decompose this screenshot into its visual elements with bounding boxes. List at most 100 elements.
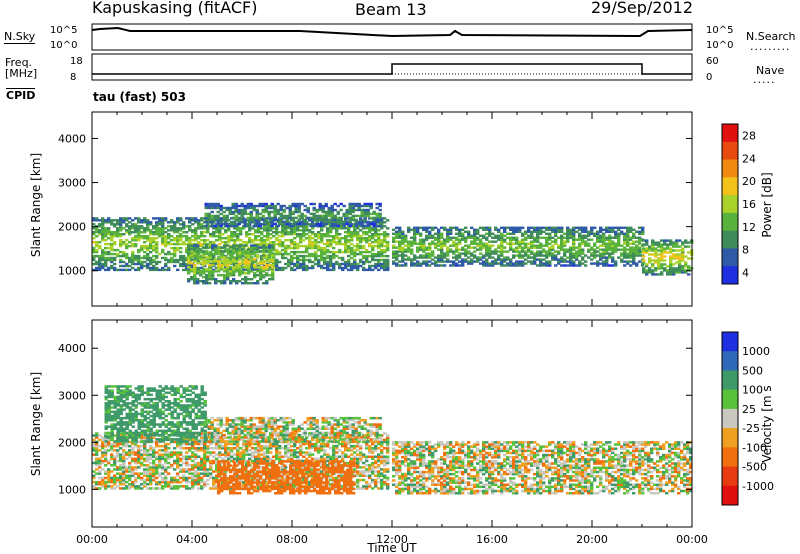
power-cell [497, 258, 501, 261]
power-cell [241, 252, 245, 255]
power-cell [548, 242, 552, 245]
velocity-cell [197, 474, 201, 477]
power-cell [536, 230, 540, 233]
power-cell [245, 242, 249, 246]
velocity-cell [185, 485, 189, 488]
velocity-cell [266, 451, 270, 454]
velocity-cell [212, 459, 216, 463]
power-cell [140, 264, 144, 268]
power-cell [187, 246, 191, 249]
power-cell [542, 262, 546, 265]
power-colorbar-tick: 16 [742, 198, 756, 211]
power-cell [149, 256, 153, 260]
power-cell [572, 262, 576, 265]
velocity-cell [266, 457, 270, 461]
power-cell [539, 228, 543, 231]
power-cell [461, 246, 465, 249]
velocity-cell [179, 459, 183, 463]
velocity-cell [164, 455, 168, 458]
power-cell [173, 221, 177, 224]
power-cell [179, 227, 183, 230]
power-cell [545, 236, 549, 239]
power-cell [374, 264, 378, 268]
power-cell [332, 268, 336, 272]
velocity-cell [125, 470, 129, 473]
power-cell [104, 231, 108, 234]
power-cell [303, 222, 307, 226]
power-cell [425, 256, 429, 259]
velocity-cell [107, 468, 111, 471]
power-cell [614, 260, 618, 263]
power-cell [311, 241, 315, 244]
power-cell [524, 242, 528, 245]
power-cell [428, 234, 432, 237]
power-cell [548, 228, 552, 231]
power-cell [635, 230, 639, 233]
power-cell [378, 216, 382, 220]
velocity-cell [194, 434, 198, 437]
power-cell [572, 252, 576, 255]
velocity-cell [191, 459, 195, 463]
power-cell [470, 258, 474, 261]
velocity-cell [176, 480, 180, 484]
power-cell [548, 250, 552, 253]
velocity-cell [194, 472, 198, 475]
power-cell [224, 221, 228, 224]
power-cell [446, 230, 450, 233]
power-cell [440, 242, 444, 245]
power-cell [266, 244, 270, 248]
velocity-cell [215, 444, 219, 448]
power-cell [521, 240, 525, 243]
velocity-cell [203, 472, 207, 475]
power-cell [110, 266, 114, 270]
power-cell [354, 202, 358, 206]
power-cell [494, 228, 498, 231]
noise-right-tick-top: 10^5 [706, 25, 733, 36]
power-cell [188, 242, 192, 246]
power-cell [608, 252, 612, 255]
power-cell [140, 262, 144, 266]
power-cell [572, 228, 576, 231]
power-cell [620, 260, 624, 263]
power-cell [326, 250, 330, 254]
power-cell [278, 252, 282, 256]
power-cell [350, 239, 354, 242]
power-cell [530, 256, 534, 259]
power-cell [614, 264, 618, 267]
power-cell [271, 260, 275, 263]
power-cell [380, 262, 384, 266]
power-cell [199, 248, 203, 251]
power-cell [651, 269, 655, 272]
power-cell [407, 230, 411, 233]
power-cell [678, 265, 682, 268]
velocity-cell [248, 444, 252, 448]
power-cell [261, 204, 265, 208]
power-cell [657, 273, 661, 276]
power-cell [344, 217, 348, 220]
velocity-cell [110, 487, 114, 490]
power-cell [95, 235, 99, 238]
power-cell [185, 239, 189, 242]
power-cell [362, 239, 366, 242]
power-cell [545, 260, 549, 263]
power-cell [262, 252, 266, 255]
velocity-cell [104, 451, 108, 454]
power-cell [485, 262, 489, 265]
power-cell [500, 234, 504, 237]
power-cell [211, 248, 215, 251]
power-cell [244, 254, 248, 257]
velocity-cell [146, 453, 150, 456]
power-cell [467, 230, 471, 233]
power-cell [131, 252, 135, 256]
power-cell [104, 233, 108, 236]
power-cell [338, 256, 342, 260]
power-cell [143, 256, 147, 260]
power-cell [98, 254, 102, 258]
power-cell [515, 240, 519, 243]
power-cell [214, 282, 218, 285]
power-cell [173, 250, 177, 254]
power-cell [294, 206, 298, 210]
power-cell [485, 260, 489, 263]
power-cell [297, 204, 301, 208]
power-cell [187, 252, 191, 255]
